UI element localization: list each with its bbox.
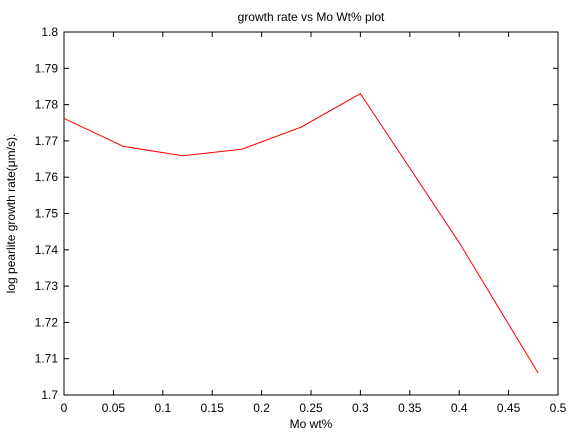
x-tick-label: 0.35 bbox=[398, 401, 422, 415]
y-axis-label: log pearlite growth rate(μm/s). bbox=[4, 134, 18, 294]
y-tick-label: 1.75 bbox=[35, 207, 59, 221]
series-line-0 bbox=[63, 93, 539, 374]
y-tick-label: 1.73 bbox=[35, 279, 59, 293]
y-tick-label: 1.72 bbox=[35, 315, 59, 329]
y-tick-label: 1.76 bbox=[35, 170, 59, 184]
y-tick-label: 1.7 bbox=[41, 388, 58, 402]
plot-area-frame bbox=[63, 31, 559, 396]
x-tick-label: 0.5 bbox=[550, 401, 567, 415]
chart-title: growth rate vs Mo Wt% plot bbox=[238, 10, 385, 24]
y-tick-label: 1.71 bbox=[35, 352, 59, 366]
x-tick-label: 0.1 bbox=[154, 401, 171, 415]
x-tick-label: 0.25 bbox=[299, 401, 323, 415]
x-tick-label: 0.2 bbox=[253, 401, 270, 415]
y-tick-label: 1.77 bbox=[35, 134, 59, 148]
x-tick-labels: 0 0.05 0.1 0.15 0.2 0.25 0.3 0.35 0.4 0.45 0.5 bbox=[61, 401, 567, 415]
y-tick-label: 1.79 bbox=[35, 61, 59, 75]
y-tick-label: 1.78 bbox=[35, 98, 59, 112]
x-tick-label: 0.4 bbox=[451, 401, 468, 415]
x-tick-label: 0.15 bbox=[201, 401, 225, 415]
x-tick-label: 0.05 bbox=[102, 401, 126, 415]
y-tick-label: 1.8 bbox=[41, 25, 58, 39]
y-tick-labels: 1.7 1.71 1.72 1.73 1.74 1.75 1.76 1.77 1.78 1.79 1… bbox=[35, 25, 59, 402]
x-tick-label: 0.45 bbox=[497, 401, 521, 415]
series-lines bbox=[63, 93, 539, 374]
x-axis-label: Mo wt% bbox=[290, 417, 333, 431]
y-tick-label: 1.74 bbox=[35, 243, 59, 257]
x-tick-label: 0 bbox=[61, 401, 68, 415]
tick-marks bbox=[63, 31, 559, 396]
x-tick-label: 0.3 bbox=[352, 401, 369, 415]
